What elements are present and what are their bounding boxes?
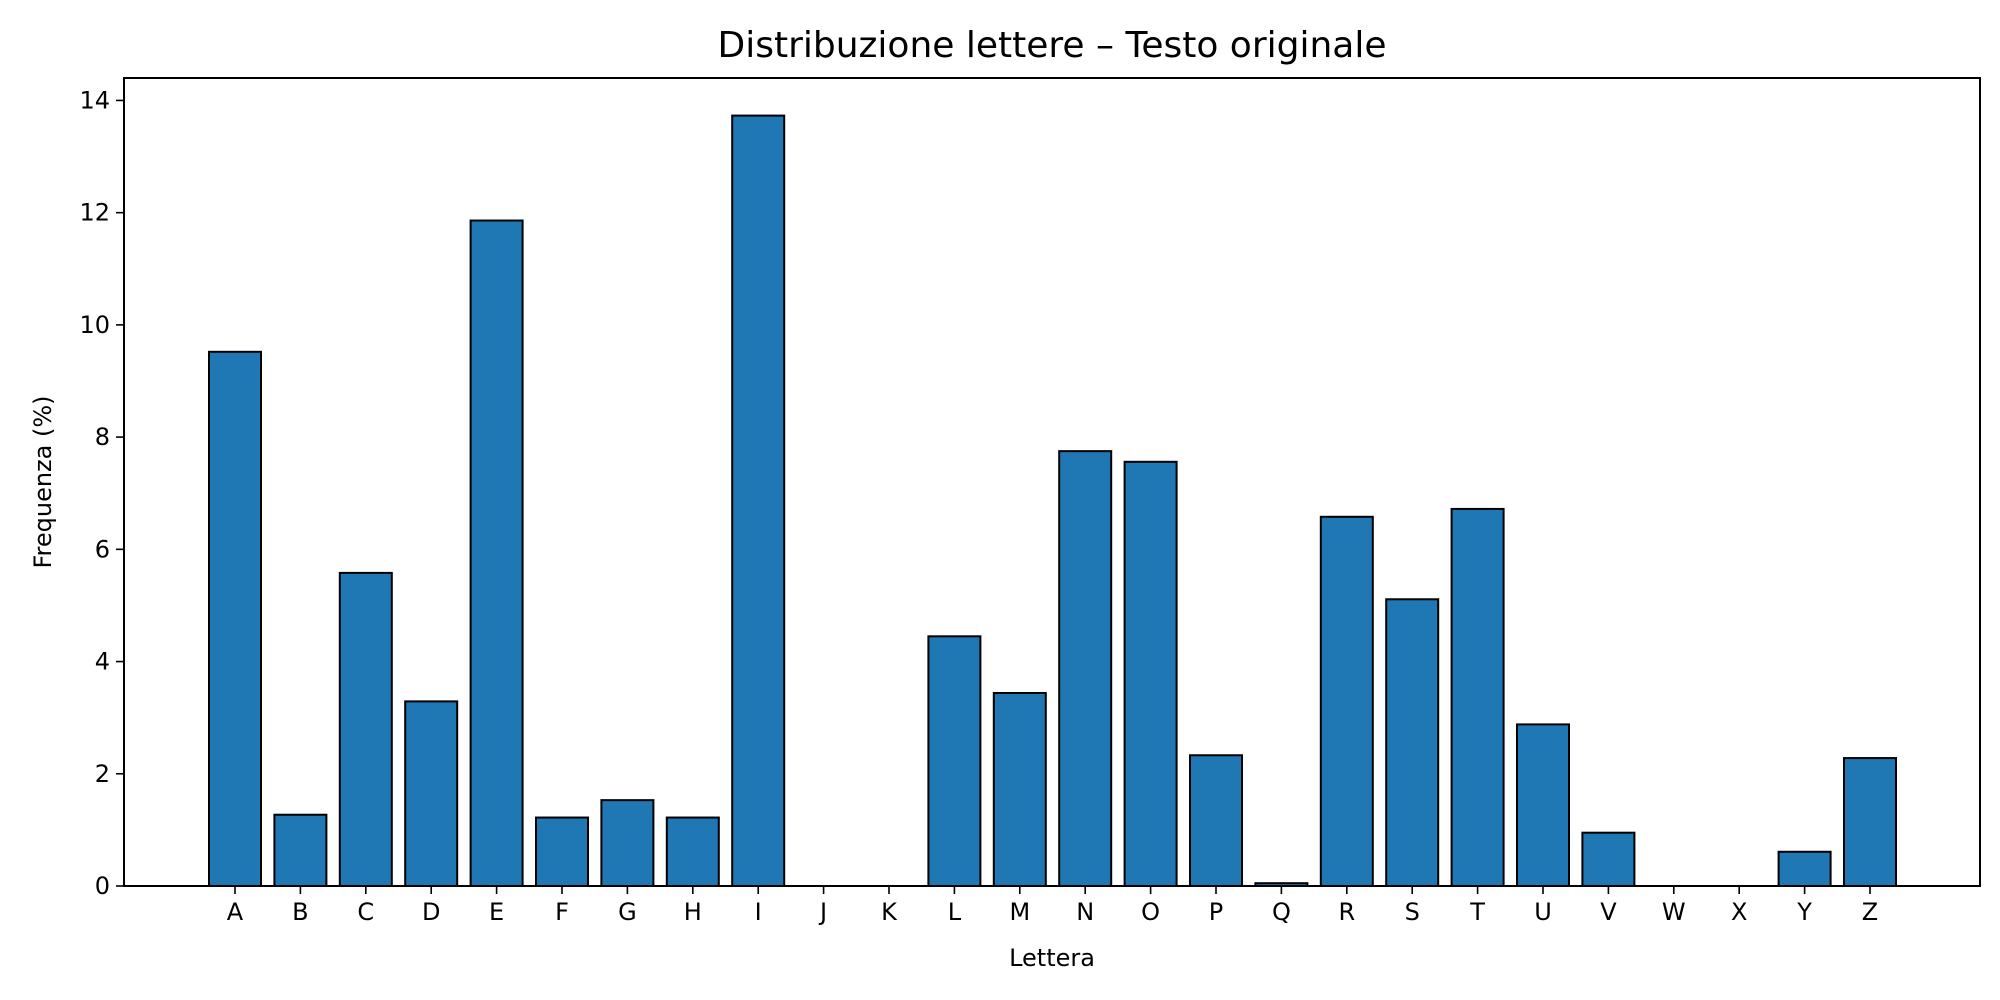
x-tick-label: V (1600, 898, 1617, 926)
x-tick-label: N (1076, 898, 1094, 926)
bar-s (1385, 598, 1440, 888)
bar-m (992, 691, 1047, 887)
y-tick-label: 0 (95, 872, 110, 900)
y-tick-label: 12 (79, 199, 110, 227)
x-tick-label: M (1009, 898, 1030, 926)
bar-e (469, 219, 524, 887)
x-tick-label: Z (1862, 898, 1878, 926)
y-tick-label: 2 (95, 760, 110, 788)
y-axis-label: Frequenza (%) (29, 395, 57, 568)
bar-v (1581, 831, 1636, 888)
x-tick-label: C (357, 898, 374, 926)
x-tick-label: U (1534, 898, 1552, 926)
plot-frame (123, 77, 1981, 887)
x-tick-label: D (422, 898, 440, 926)
x-tick-label: W (1662, 898, 1686, 926)
bar-l (927, 635, 982, 887)
x-tick-label: F (555, 898, 569, 926)
x-axis-ticks: A B C D E F G H I J K L M N O P Q R S T U V W X Y Z (227, 886, 1878, 926)
x-axis-label: Lettera (1009, 944, 1095, 972)
y-tick-label: 14 (79, 86, 110, 114)
y-axis-ticks: 0 2 4 6 8 10 12 14 (79, 86, 124, 900)
bars-group (208, 114, 1897, 888)
bar-i (731, 114, 786, 887)
y-tick-label: 4 (95, 648, 110, 676)
bar-g (600, 799, 655, 888)
x-tick-label: I (755, 898, 762, 926)
x-tick-label: S (1405, 898, 1420, 926)
x-tick-label: K (881, 898, 898, 926)
bar-a (208, 350, 262, 887)
x-tick-label: Q (1272, 898, 1291, 926)
bar-z (1843, 757, 1897, 888)
bar-p (1189, 754, 1243, 888)
bar-c (338, 571, 393, 888)
x-tick-label: H (684, 898, 702, 926)
x-tick-label: J (818, 898, 827, 926)
chart-title: Distribuzione lettere – Testo originale (717, 25, 1386, 66)
x-tick-label: L (948, 898, 962, 926)
y-tick-label: 6 (95, 535, 110, 563)
x-tick-label: Y (1796, 898, 1812, 926)
x-tick-label: A (227, 898, 244, 926)
x-tick-label: T (1469, 898, 1485, 926)
x-tick-label: G (618, 898, 637, 926)
x-tick-label: O (1141, 898, 1160, 926)
bar-t (1450, 507, 1505, 887)
bar-d (404, 700, 459, 888)
x-tick-label: B (292, 898, 308, 926)
bar-u (1516, 723, 1570, 888)
x-tick-label: R (1338, 898, 1355, 926)
x-tick-label: X (1731, 898, 1747, 926)
bar-h (665, 816, 720, 887)
x-tick-label: E (489, 898, 504, 926)
bar-y (1777, 850, 1832, 888)
bar-o (1123, 460, 1178, 887)
bar-r (1319, 515, 1374, 887)
y-tick-label: 8 (95, 423, 110, 451)
bar-f (535, 816, 589, 887)
bar-n (1058, 450, 1113, 887)
bar-b (273, 813, 328, 887)
x-tick-label: P (1209, 898, 1223, 926)
y-tick-label: 10 (79, 311, 110, 339)
